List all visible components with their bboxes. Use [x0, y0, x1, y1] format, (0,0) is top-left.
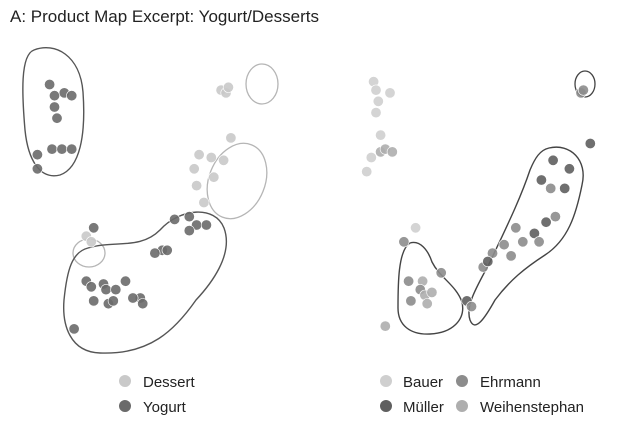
- legend-mueller-swatch: [380, 400, 392, 412]
- point-left-panel-dessert-16: [205, 152, 217, 164]
- point-left-panel-yogurt-4: [48, 101, 60, 113]
- point-left-panel-yogurt-44: [127, 292, 139, 304]
- point-left-panel-yogurt-39: [88, 295, 100, 307]
- left-hull-dessert-top: [245, 63, 279, 105]
- point-left-panel-yogurt-34: [85, 281, 97, 293]
- point-right-panel-ehrmann-31: [465, 300, 477, 312]
- right-legend: Bauer Ehrmann Müller Weihenstephan: [380, 374, 584, 416]
- point-right-panel-bauer-4: [384, 87, 396, 99]
- point-left-panel-yogurt-36: [100, 284, 112, 296]
- point-left-panel-dessert-23: [85, 236, 97, 248]
- point-right-panel-mueller-29: [482, 255, 494, 267]
- point-right-panel-bauer-2: [372, 95, 384, 107]
- point-right-panel-bauer-3: [370, 107, 382, 119]
- point-right-panel-ehrmann-41: [435, 267, 447, 279]
- point-right-panel-mueller-20: [540, 216, 552, 228]
- point-left-panel-yogurt-1: [48, 90, 60, 102]
- point-right-panel-weihenstephan-8: [386, 146, 398, 158]
- point-left-panel-dessert-14: [225, 132, 237, 144]
- point-right-panel-bauer-10: [361, 166, 373, 178]
- legend-yogurt-label: Yogurt: [143, 399, 187, 416]
- legend-weihenstephan-swatch: [456, 400, 468, 412]
- point-right-panel-mueller-21: [528, 227, 540, 239]
- point-left-panel-yogurt-5: [51, 112, 63, 124]
- point-left-panel-yogurt-8: [66, 143, 78, 155]
- point-right-panel-weihenstephan-42: [379, 320, 391, 332]
- right-panel: Bauer Ehrmann Müller Weihenstephan: [361, 70, 596, 416]
- point-right-panel-mueller-13: [584, 138, 596, 150]
- left-legend: Dessert Yogurt: [119, 374, 196, 416]
- point-left-panel-yogurt-32: [149, 247, 161, 259]
- point-left-panel-dessert-13: [222, 81, 234, 93]
- right-hull-mixed-left: [397, 241, 464, 335]
- point-left-panel-yogurt-29: [200, 219, 212, 231]
- point-left-panel-yogurt-10: [31, 163, 43, 175]
- point-left-panel-dessert-18: [218, 154, 230, 166]
- right-hull-mixed-right: [468, 146, 584, 326]
- point-left-panel-yogurt-25: [169, 213, 181, 225]
- point-right-panel-bauer-1: [370, 84, 382, 96]
- legend-bauer-label: Bauer: [403, 374, 443, 391]
- point-right-panel-ehrmann-38: [405, 295, 417, 307]
- point-left-panel-yogurt-37: [110, 284, 122, 296]
- point-right-panel-mueller-18: [559, 182, 571, 194]
- legend-dessert-label: Dessert: [143, 374, 196, 391]
- point-right-panel-mueller-16: [535, 174, 547, 186]
- point-left-panel-yogurt-28: [183, 225, 195, 237]
- legend-ehrmann-label: Ehrmann: [480, 374, 541, 391]
- point-left-panel-yogurt-7: [56, 143, 68, 155]
- point-right-panel-mueller-14: [547, 154, 559, 166]
- left-hull-yogurt-top: [22, 47, 85, 177]
- point-left-panel-yogurt-26: [183, 211, 195, 223]
- point-left-panel-yogurt-41: [107, 295, 119, 307]
- point-left-panel-dessert-19: [208, 171, 220, 183]
- point-left-panel-yogurt-45: [68, 323, 80, 335]
- legend-bauer-swatch: [380, 375, 392, 387]
- point-left-panel-yogurt-3: [66, 90, 78, 102]
- point-right-panel-ehrmann-19: [549, 211, 561, 223]
- point-right-panel-bauer-9: [365, 152, 377, 164]
- point-right-panel-ehrmann-23: [510, 222, 522, 234]
- point-right-panel-ehrmann-24: [517, 236, 529, 248]
- point-left-panel-yogurt-6: [46, 143, 58, 155]
- point-left-panel-yogurt-0: [44, 79, 56, 91]
- legend-ehrmann-swatch: [456, 375, 468, 387]
- point-left-panel-yogurt-43: [137, 298, 149, 310]
- point-right-panel-ehrmann-34: [403, 275, 415, 287]
- point-left-panel-yogurt-9: [31, 149, 43, 161]
- point-right-panel-ehrmann-26: [498, 239, 510, 251]
- legend-yogurt-swatch: [119, 400, 131, 412]
- legend-mueller-label: Müller: [403, 399, 444, 416]
- point-left-panel-yogurt-38: [120, 275, 132, 287]
- point-right-panel-ehrmann-27: [486, 247, 498, 259]
- point-left-panel-yogurt-31: [161, 244, 173, 256]
- point-left-panel-dessert-15: [193, 149, 205, 161]
- point-right-panel-weihenstephan-40: [426, 286, 438, 298]
- point-right-panel-mueller-15: [563, 163, 575, 175]
- point-right-panel-ehrmann-33: [398, 236, 410, 248]
- right-points: [361, 76, 596, 332]
- point-right-panel-ehrmann-22: [533, 236, 545, 248]
- legend-dessert-swatch: [119, 375, 131, 387]
- point-left-panel-yogurt-24: [88, 222, 100, 234]
- legend-weihenstephan-label: Weihenstephan: [480, 399, 584, 416]
- point-right-panel-ehrmann-25: [505, 250, 517, 262]
- chart-title: A: Product Map Excerpt: Yogurt/Desserts: [10, 7, 319, 26]
- left-points: [31, 79, 237, 335]
- left-hull-yogurt-main: [63, 211, 227, 354]
- right-hull-ehrmann-top: [574, 70, 596, 98]
- right-hulls: [397, 70, 596, 335]
- point-right-panel-bauer-32: [410, 222, 422, 234]
- left-panel: Dessert Yogurt: [22, 47, 279, 416]
- point-right-panel-ehrmann-12: [577, 84, 589, 96]
- point-right-panel-bauer-5: [375, 129, 387, 141]
- point-right-panel-ehrmann-17: [545, 182, 557, 194]
- point-left-panel-dessert-17: [188, 163, 200, 175]
- point-right-panel-weihenstephan-39: [421, 298, 433, 310]
- point-left-panel-dessert-20: [191, 180, 203, 192]
- point-left-panel-dessert-21: [198, 197, 210, 209]
- left-hull-dessert-mid: [206, 142, 268, 220]
